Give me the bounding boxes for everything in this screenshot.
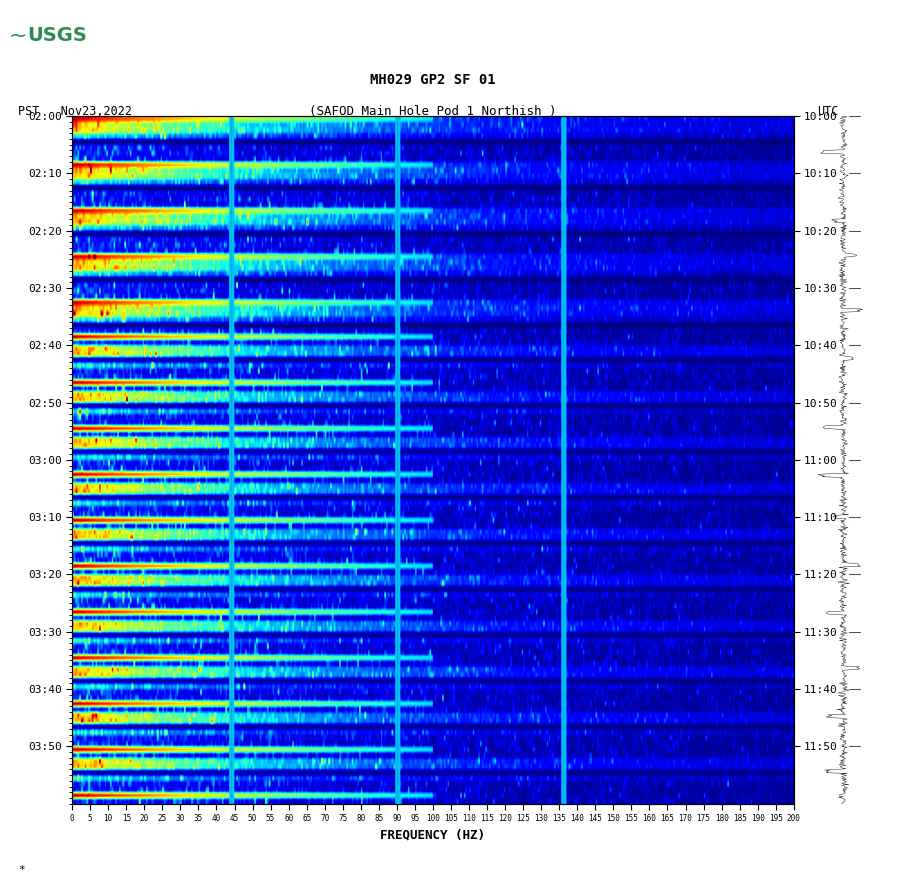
Text: (SAFOD Main Hole Pod 1 Northish ): (SAFOD Main Hole Pod 1 Northish ): [309, 105, 557, 118]
Text: PST   Nov23,2022: PST Nov23,2022: [18, 105, 132, 118]
X-axis label: FREQUENCY (HZ): FREQUENCY (HZ): [381, 829, 485, 842]
Text: MH029 GP2 SF 01: MH029 GP2 SF 01: [370, 73, 496, 88]
Text: ~: ~: [9, 26, 28, 46]
Text: USGS: USGS: [27, 26, 87, 46]
Text: UTC: UTC: [817, 105, 839, 118]
Text: *: *: [18, 865, 24, 875]
